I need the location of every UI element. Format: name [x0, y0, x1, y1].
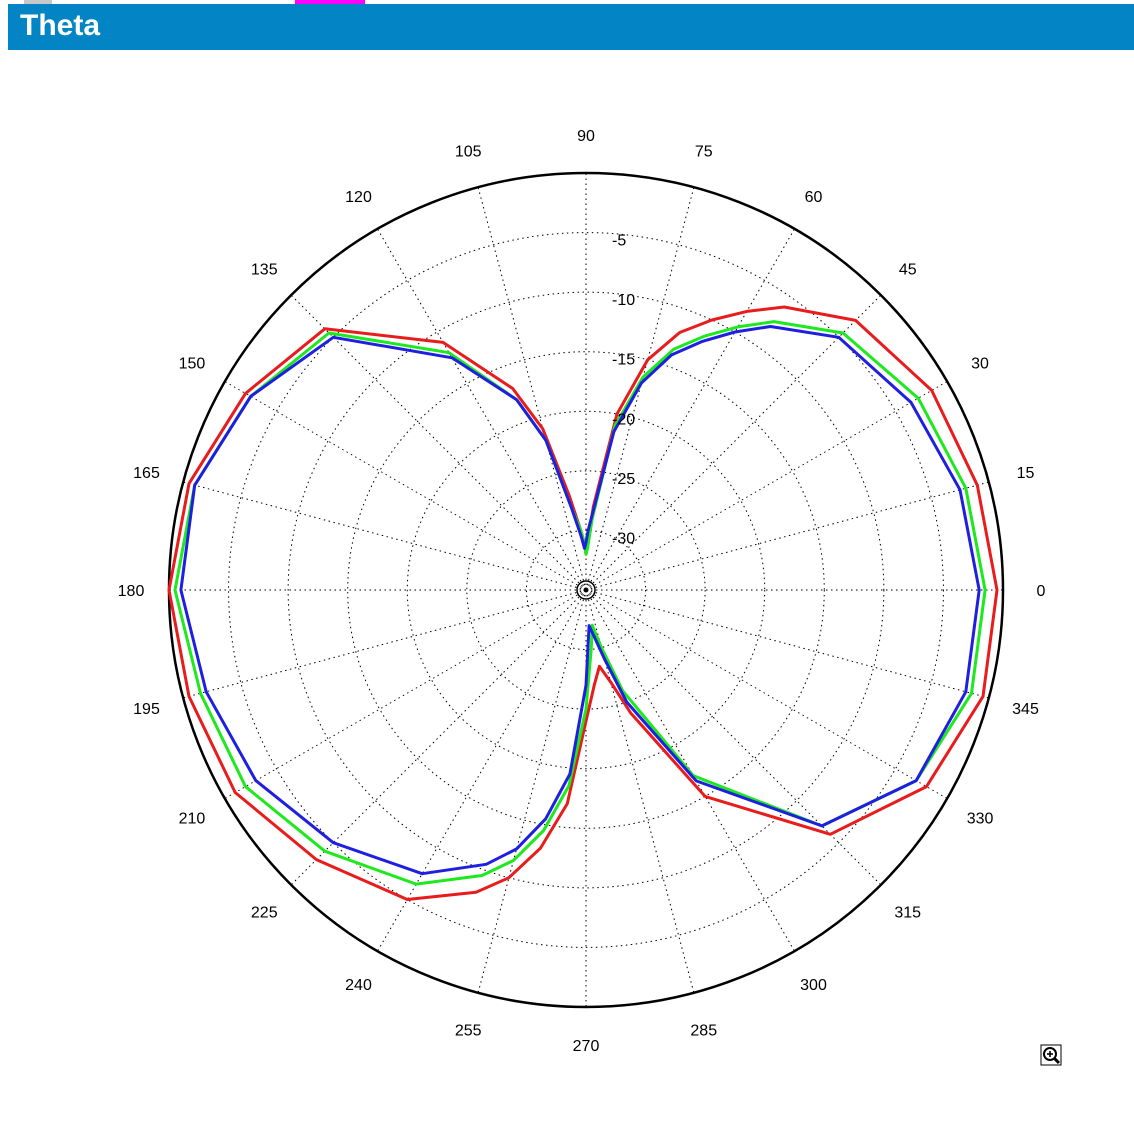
grid-spoke	[585, 381, 948, 591]
grid-ring	[466, 470, 706, 710]
grid-spoke	[585, 589, 948, 799]
grid-spoke	[290, 589, 587, 886]
grid-spoke	[377, 228, 587, 591]
radial-tick-label: -30	[612, 530, 635, 547]
angle-tick-label: 270	[573, 1038, 600, 1055]
grid-spoke	[183, 481, 587, 591]
angle-tick-label: 75	[695, 144, 713, 161]
series-group	[167, 305, 999, 901]
grid-ring	[406, 410, 766, 770]
grid-spoke	[377, 589, 587, 952]
center-ring	[576, 580, 596, 600]
plot-area: 0 15 30 45 60 75 90 105 120 135 150 165 180 195 210 225…	[8, 50, 1134, 1131]
grid-spoke	[585, 589, 989, 699]
title-bar: Theta	[8, 4, 1134, 50]
grid-ring	[525, 529, 647, 651]
angle-tick-label: 30	[971, 356, 989, 373]
angle-tick-label: 105	[455, 144, 482, 161]
angle-tick-label: 255	[455, 1022, 482, 1039]
window-title: Theta	[20, 9, 101, 42]
angle-tick-label: 60	[805, 189, 823, 206]
tab-marker-highlight	[295, 0, 365, 6]
grid-ring	[228, 232, 944, 948]
radial-tick-label: -15	[612, 352, 635, 369]
angle-tick-label: 195	[133, 701, 160, 718]
angle-tick-label: 240	[345, 977, 372, 994]
radial-tick-label: -20	[612, 411, 635, 428]
radial-tick-label: -10	[612, 292, 635, 309]
series-line-2	[173, 320, 987, 886]
grid-ring	[287, 291, 885, 889]
angle-tick-label: 90	[577, 128, 595, 145]
angle-tick-label: 225	[251, 905, 278, 922]
angle-tick-label: 180	[118, 583, 145, 600]
radial-labels: -5 -10 -15 -20 -25 -30	[612, 233, 635, 548]
angle-tick-label: 135	[251, 261, 278, 278]
center-marker	[576, 580, 596, 600]
grid-spoke	[585, 481, 989, 591]
angle-labels: 0 15 30 45 60 75 90 105 120 135 150 165 180 195 210 225…	[118, 128, 1046, 1055]
angle-tick-label: 120	[345, 189, 372, 206]
angle-tick-label: 150	[179, 356, 206, 373]
angle-tick-label: 300	[800, 977, 827, 994]
angle-tick-label: 345	[1012, 701, 1039, 718]
angle-tick-label: 165	[133, 465, 160, 482]
angle-tick-label: 315	[894, 905, 921, 922]
zoom-in-icon[interactable]	[1040, 1044, 1062, 1066]
grid-spoke	[477, 187, 587, 591]
tab-marker-gray	[24, 0, 52, 4]
grid-spoke	[224, 589, 587, 799]
angle-tick-label: 15	[1017, 465, 1035, 482]
grid-spoke	[585, 589, 882, 886]
angle-tick-label: 330	[967, 811, 994, 828]
radial-tick-label: -25	[612, 471, 635, 488]
grid-spoke	[290, 294, 587, 591]
series-line-1	[167, 305, 999, 901]
top-strip	[0, 0, 1134, 6]
angle-tick-label: 0	[1037, 583, 1046, 600]
angle-tick-label: 285	[690, 1022, 717, 1039]
series-line-3	[179, 325, 981, 876]
radial-tick-label: -5	[612, 233, 626, 250]
center-dot	[583, 587, 589, 593]
angle-tick-label: 210	[179, 811, 206, 828]
polar-chart: 0 15 30 45 60 75 90 105 120 135 150 165 180 195 210 225…	[118, 128, 1046, 1055]
grid-spoke	[183, 589, 587, 699]
angle-tick-label: 45	[899, 261, 917, 278]
